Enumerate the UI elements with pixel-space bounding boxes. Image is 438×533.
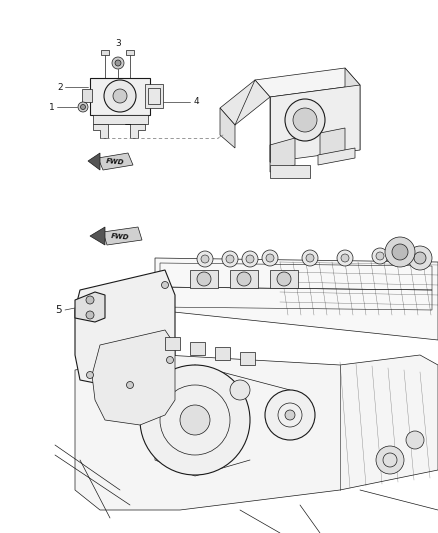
Circle shape — [337, 250, 353, 266]
Text: FWD: FWD — [106, 158, 124, 166]
Circle shape — [162, 281, 169, 288]
Polygon shape — [220, 108, 235, 148]
Circle shape — [78, 102, 88, 112]
Polygon shape — [270, 138, 295, 172]
Circle shape — [222, 251, 238, 267]
Circle shape — [246, 255, 254, 263]
Text: 1: 1 — [49, 102, 55, 111]
Circle shape — [392, 244, 408, 260]
Ellipse shape — [285, 99, 325, 141]
Circle shape — [86, 372, 93, 378]
Circle shape — [262, 250, 278, 266]
Circle shape — [86, 296, 94, 304]
Circle shape — [143, 378, 167, 402]
Circle shape — [180, 405, 210, 435]
Circle shape — [306, 254, 314, 262]
Polygon shape — [101, 50, 109, 55]
Polygon shape — [145, 84, 163, 108]
Polygon shape — [75, 355, 438, 510]
Polygon shape — [98, 153, 133, 170]
Circle shape — [140, 365, 250, 475]
Circle shape — [197, 272, 211, 286]
Circle shape — [115, 60, 121, 66]
Polygon shape — [75, 292, 105, 322]
Circle shape — [166, 357, 173, 364]
Polygon shape — [190, 342, 205, 355]
Circle shape — [414, 252, 426, 264]
Polygon shape — [93, 124, 108, 138]
Polygon shape — [88, 153, 100, 170]
Polygon shape — [125, 124, 145, 138]
Circle shape — [372, 248, 388, 264]
Polygon shape — [270, 270, 298, 288]
Polygon shape — [103, 227, 142, 245]
Polygon shape — [320, 128, 345, 160]
Text: 3: 3 — [115, 39, 121, 49]
Circle shape — [81, 104, 85, 109]
Text: 2: 2 — [57, 83, 63, 92]
Polygon shape — [155, 258, 438, 340]
Polygon shape — [240, 352, 255, 365]
Circle shape — [86, 296, 93, 303]
Polygon shape — [220, 80, 270, 125]
Circle shape — [242, 251, 258, 267]
Polygon shape — [270, 85, 360, 162]
Circle shape — [113, 89, 127, 103]
Circle shape — [201, 255, 209, 263]
Circle shape — [408, 246, 432, 270]
Polygon shape — [255, 68, 360, 97]
Circle shape — [302, 250, 318, 266]
Circle shape — [266, 254, 274, 262]
Circle shape — [226, 255, 234, 263]
Polygon shape — [92, 330, 175, 425]
Circle shape — [104, 80, 136, 112]
Circle shape — [376, 252, 384, 260]
Polygon shape — [90, 227, 105, 245]
Circle shape — [127, 382, 134, 389]
Polygon shape — [230, 270, 258, 288]
Polygon shape — [126, 50, 134, 55]
Circle shape — [86, 311, 94, 319]
Polygon shape — [93, 115, 148, 124]
Text: 4: 4 — [194, 98, 200, 107]
Circle shape — [406, 431, 424, 449]
Circle shape — [237, 272, 251, 286]
Circle shape — [341, 254, 349, 262]
Polygon shape — [90, 78, 150, 115]
Circle shape — [376, 446, 404, 474]
Polygon shape — [190, 270, 218, 288]
Circle shape — [385, 237, 415, 267]
Circle shape — [277, 272, 291, 286]
Polygon shape — [82, 89, 92, 102]
Circle shape — [112, 57, 124, 69]
Polygon shape — [75, 270, 175, 390]
Text: FWD: FWD — [111, 233, 129, 241]
Circle shape — [197, 251, 213, 267]
Polygon shape — [270, 165, 310, 178]
Circle shape — [293, 108, 317, 132]
Polygon shape — [165, 337, 180, 350]
Polygon shape — [318, 148, 355, 165]
Circle shape — [285, 410, 295, 420]
Text: 5: 5 — [55, 305, 62, 315]
Polygon shape — [215, 347, 230, 360]
Circle shape — [265, 390, 315, 440]
Circle shape — [230, 380, 250, 400]
Polygon shape — [345, 68, 360, 150]
